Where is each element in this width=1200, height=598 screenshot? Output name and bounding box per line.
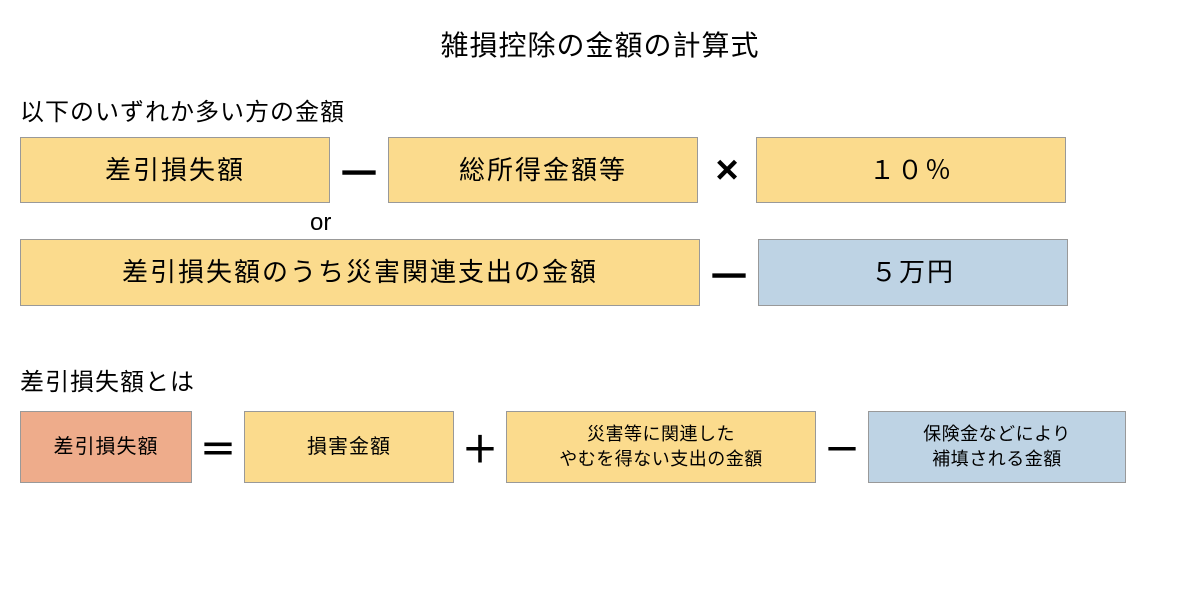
equals-icon: ＝: [192, 411, 244, 483]
formula-row-3: 差引損失額 ＝ 損害金額 ＋ 災害等に関連した やむを得ない支出の金額 － 保険…: [20, 411, 1180, 483]
section-2: 差引損失額とは 差引損失額 ＝ 損害金額 ＋ 災害等に関連した やむを得ない支出…: [20, 362, 1180, 483]
f3-box1: 差引損失額: [20, 411, 192, 483]
f1-box1: 差引損失額: [20, 137, 330, 203]
main-title: 雑損控除の金額の計算式: [20, 24, 1180, 64]
f1-box3: １０％: [756, 137, 1066, 203]
subtitle-1: 以下のいずれか多い方の金額: [20, 92, 1180, 127]
formula-row-2: 差引損失額のうち災害関連支出の金額 － ５万円: [20, 239, 1180, 305]
subtitle-2: 差引損失額とは: [20, 362, 1180, 397]
minus-icon: －: [816, 411, 868, 483]
f2-box2: ５万円: [758, 239, 1068, 305]
f3-box2: 損害金額: [244, 411, 454, 483]
f1-box2: 総所得金額等: [388, 137, 698, 203]
f3-box4: 保険金などにより 補填される金額: [868, 411, 1126, 483]
f2-box1: 差引損失額のうち災害関連支出の金額: [20, 239, 700, 305]
minus-icon: －: [700, 239, 758, 305]
plus-icon: ＋: [454, 411, 506, 483]
f3-box3: 災害等に関連した やむを得ない支出の金額: [506, 411, 816, 483]
minus-icon: －: [330, 137, 388, 203]
or-label: or: [310, 209, 1180, 237]
formula-row-1: 差引損失額 － 総所得金額等 × １０％: [20, 137, 1180, 203]
times-icon: ×: [698, 137, 756, 203]
